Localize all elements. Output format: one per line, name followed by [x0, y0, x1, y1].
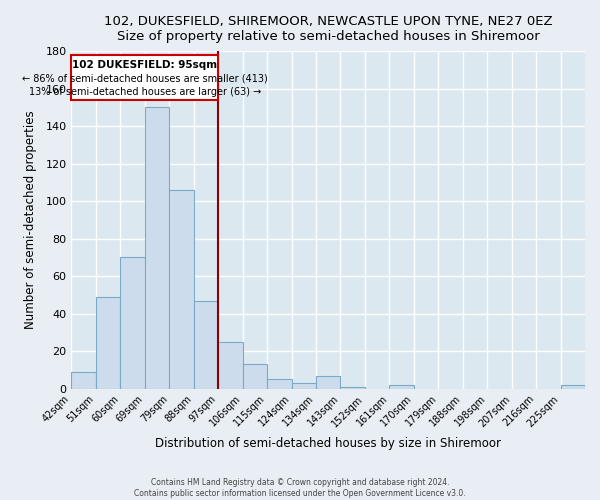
- Bar: [242, 364, 267, 389]
- Y-axis label: Number of semi-detached properties: Number of semi-detached properties: [24, 110, 37, 330]
- Text: Contains HM Land Registry data © Crown copyright and database right 2024.
Contai: Contains HM Land Registry data © Crown c…: [134, 478, 466, 498]
- Bar: [121, 258, 145, 389]
- Text: 13% of semi-detached houses are larger (63) →: 13% of semi-detached houses are larger (…: [29, 87, 261, 97]
- Bar: [340, 387, 365, 389]
- Bar: [96, 297, 121, 389]
- Bar: [218, 342, 242, 389]
- FancyBboxPatch shape: [71, 55, 218, 100]
- Title: 102, DUKESFIELD, SHIREMOOR, NEWCASTLE UPON TYNE, NE27 0EZ
Size of property relat: 102, DUKESFIELD, SHIREMOOR, NEWCASTLE UP…: [104, 15, 553, 43]
- Bar: [267, 380, 292, 389]
- Bar: [194, 300, 218, 389]
- Bar: [560, 385, 585, 389]
- Bar: [292, 383, 316, 389]
- Bar: [169, 190, 194, 389]
- Bar: [389, 385, 414, 389]
- Bar: [145, 108, 169, 389]
- Bar: [316, 376, 340, 389]
- Bar: [71, 372, 96, 389]
- X-axis label: Distribution of semi-detached houses by size in Shiremoor: Distribution of semi-detached houses by …: [155, 437, 501, 450]
- Text: 102 DUKESFIELD: 95sqm: 102 DUKESFIELD: 95sqm: [72, 60, 217, 70]
- Text: ← 86% of semi-detached houses are smaller (413): ← 86% of semi-detached houses are smalle…: [22, 74, 268, 84]
